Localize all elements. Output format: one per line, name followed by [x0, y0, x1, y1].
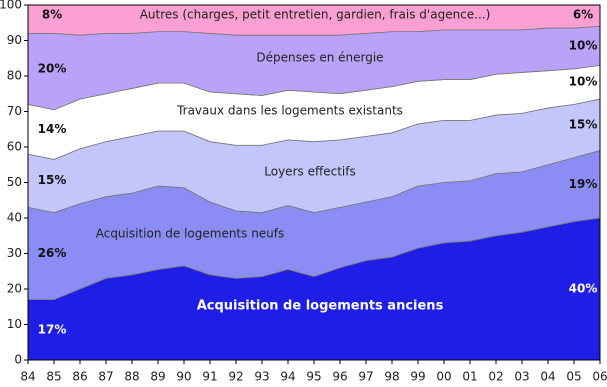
y-tick-label: 40: [7, 211, 22, 225]
series-label: Travaux dans les logements existants: [176, 104, 403, 118]
series-label: Loyers effectifs: [264, 165, 355, 179]
y-tick-label: 80: [7, 69, 22, 83]
y-tick-label: 60: [7, 140, 22, 154]
x-tick-label: 02: [488, 370, 503, 384]
end-percent: 10%: [569, 75, 598, 89]
x-tick-label: 03: [514, 370, 529, 384]
x-tick-label: 06: [592, 370, 607, 384]
series-label: Acquisition de logements anciens: [197, 299, 444, 314]
start-percent: 26%: [38, 246, 67, 260]
end-percent: 40%: [569, 282, 598, 296]
series-label: Acquisition de logements neufs: [96, 227, 285, 241]
x-tick-label: 01: [462, 370, 477, 384]
end-percent: 10%: [569, 38, 598, 52]
y-tick-label: 0: [14, 353, 22, 367]
end-percent: 19%: [569, 177, 598, 191]
start-percent: 20%: [38, 61, 67, 75]
series-label: Autres (charges, petit entretien, gardie…: [140, 8, 491, 22]
x-tick-label: 98: [384, 370, 399, 384]
x-tick-label: 86: [72, 370, 87, 384]
x-tick-label: 91: [202, 370, 217, 384]
y-tick-label: 50: [7, 175, 22, 189]
start-percent: 15%: [38, 173, 67, 187]
start-percent: 8%: [42, 8, 62, 22]
x-tick-label: 87: [98, 370, 113, 384]
x-tick-label: 90: [176, 370, 191, 384]
x-tick-label: 89: [150, 370, 165, 384]
y-tick-label: 70: [7, 104, 22, 118]
start-percent: 14%: [38, 122, 67, 136]
x-tick-label: 94: [280, 370, 295, 384]
series-label: Dépenses en énergie: [256, 51, 383, 65]
x-tick-label: 85: [46, 370, 61, 384]
y-tick-label: 90: [7, 33, 22, 47]
y-tick-label: 100: [0, 0, 22, 12]
x-tick-label: 84: [20, 370, 35, 384]
y-tick-label: 10: [7, 317, 22, 331]
x-tick-label: 99: [410, 370, 425, 384]
y-tick-label: 20: [7, 282, 22, 296]
x-tick-label: 05: [566, 370, 581, 384]
end-percent: 15%: [569, 117, 598, 131]
y-tick-label: 30: [7, 246, 22, 260]
x-tick-label: 88: [124, 370, 139, 384]
x-tick-label: 97: [358, 370, 373, 384]
x-tick-label: 96: [332, 370, 347, 384]
x-tick-label: 92: [228, 370, 243, 384]
x-tick-label: 00: [436, 370, 451, 384]
end-percent: 6%: [573, 8, 593, 22]
x-tick-label: 95: [306, 370, 321, 384]
x-tick-label: 93: [254, 370, 269, 384]
x-tick-label: 04: [540, 370, 555, 384]
start-percent: 17%: [38, 322, 67, 336]
